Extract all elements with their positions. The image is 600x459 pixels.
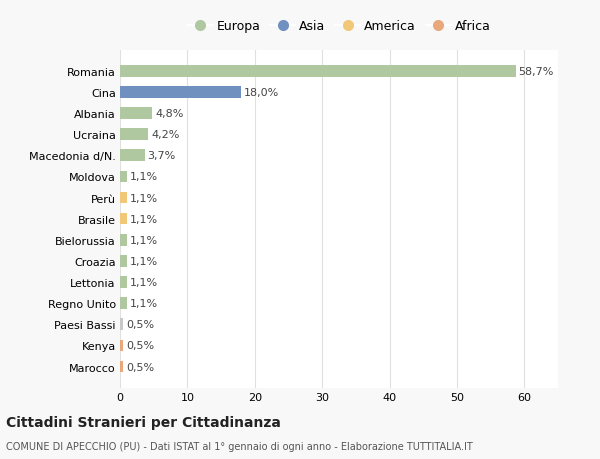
Bar	[120, 108, 152, 120]
Text: 1,1%: 1,1%	[130, 214, 158, 224]
Text: 1,1%: 1,1%	[130, 193, 158, 203]
Text: 1,1%: 1,1%	[130, 235, 158, 245]
Text: 3,7%: 3,7%	[148, 151, 176, 161]
Bar	[120, 319, 124, 330]
Bar	[120, 87, 241, 99]
Bar	[120, 150, 145, 162]
Text: 0,5%: 0,5%	[126, 319, 154, 330]
Text: COMUNE DI APECCHIO (PU) - Dati ISTAT al 1° gennaio di ogni anno - Elaborazione T: COMUNE DI APECCHIO (PU) - Dati ISTAT al …	[6, 441, 473, 451]
Bar	[120, 235, 127, 246]
Text: 58,7%: 58,7%	[518, 67, 554, 77]
Bar	[120, 361, 124, 373]
Bar	[120, 340, 124, 352]
Bar	[120, 213, 127, 225]
Text: 18,0%: 18,0%	[244, 88, 279, 98]
Text: Cittadini Stranieri per Cittadinanza: Cittadini Stranieri per Cittadinanza	[6, 415, 281, 429]
Bar	[120, 298, 127, 309]
Text: 1,1%: 1,1%	[130, 298, 158, 308]
Bar	[120, 171, 127, 183]
Bar	[120, 129, 148, 140]
Text: 0,5%: 0,5%	[126, 362, 154, 372]
Text: 4,8%: 4,8%	[155, 109, 184, 119]
Text: 4,2%: 4,2%	[151, 130, 179, 140]
Bar	[120, 66, 515, 78]
Bar	[120, 192, 127, 204]
Text: 1,1%: 1,1%	[130, 256, 158, 266]
Bar	[120, 256, 127, 267]
Text: 1,1%: 1,1%	[130, 277, 158, 287]
Legend: Europa, Asia, America, Africa: Europa, Asia, America, Africa	[184, 16, 494, 37]
Bar	[120, 277, 127, 288]
Text: 1,1%: 1,1%	[130, 172, 158, 182]
Text: 0,5%: 0,5%	[126, 341, 154, 351]
